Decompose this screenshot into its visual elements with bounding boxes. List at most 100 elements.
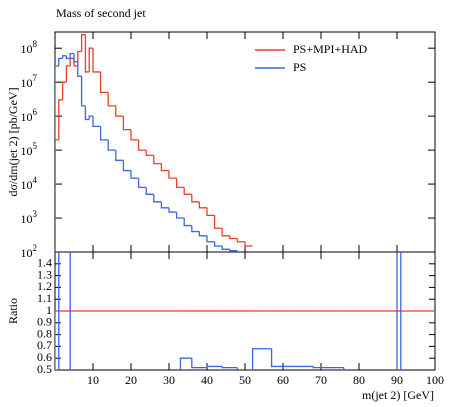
histogram-step [69, 252, 71, 370]
histogram-step [115, 105, 124, 117]
histogram-step [191, 225, 200, 233]
histogram-step [80, 76, 86, 107]
histogram-step [58, 252, 60, 370]
histogram-step [168, 207, 177, 213]
histogram-step [191, 358, 207, 369]
histogram-step [92, 116, 101, 128]
x-tick-label: 60 [277, 373, 289, 387]
ratio-y-tick-label: 0.5 [37, 362, 52, 376]
ratio-y-tick-label: 1.2 [37, 279, 52, 293]
histogram-step [175, 178, 185, 189]
x-tick-label: 70 [315, 373, 327, 387]
y-tick-exp: 6 [33, 107, 38, 117]
histogram-step [213, 241, 223, 247]
histogram-step [55, 65, 59, 252]
ratio-y-tick-label: 0.8 [37, 326, 52, 340]
chart-title: Mass of second jet [56, 6, 146, 20]
y-tick-label: 108 [21, 39, 38, 56]
histogram-step [221, 366, 238, 369]
y-tick-label: 107 [21, 73, 38, 90]
histogram-step [179, 357, 192, 370]
histogram-step [236, 238, 245, 243]
histogram-step [396, 252, 398, 370]
histogram-step [55, 394, 59, 407]
histogram-step [221, 228, 230, 237]
histogram-step [206, 207, 215, 216]
y-tick-exp: 2 [33, 243, 38, 253]
ratio-y-tick-label: 1.1 [37, 291, 52, 305]
y-tick-label: 105 [21, 141, 38, 158]
ratio-y-tick-label: 1.3 [37, 267, 52, 281]
histogram-step [130, 129, 139, 141]
y-tick-base: 10 [21, 76, 33, 90]
histogram-step [130, 170, 139, 179]
histogram-step [84, 105, 90, 121]
x-tick-label: 40 [201, 373, 213, 387]
histogram-step [229, 249, 238, 252]
series-group [55, 252, 435, 407]
histogram-step [99, 126, 109, 141]
histogram-step [198, 231, 207, 237]
x-tick-label: 10 [87, 373, 99, 387]
y-tick-exp: 5 [33, 141, 38, 151]
y-tick-label: 103 [21, 209, 38, 226]
histogram-step [191, 194, 200, 203]
histogram-step [160, 163, 169, 172]
histogram-step [99, 71, 109, 94]
histogram-step [65, 65, 71, 83]
histogram-step [244, 241, 253, 247]
x-tick-label: 90 [391, 373, 403, 387]
histogram-step [145, 150, 154, 157]
legend-label: PS [293, 60, 306, 74]
histogram-step [88, 47, 93, 72]
y-tick-base: 10 [21, 110, 33, 124]
histogram-step [160, 201, 169, 209]
histogram-step [92, 48, 101, 73]
histogram-step [206, 235, 215, 243]
histogram-step [65, 55, 71, 60]
histogram-step [312, 366, 344, 369]
ratio-y-tick-label: 0.9 [37, 315, 52, 329]
histogram-step [107, 139, 116, 151]
histogram-step [183, 218, 192, 227]
histogram-step [122, 160, 131, 172]
histogram-step [198, 201, 207, 209]
histogram-step [115, 150, 124, 161]
histogram-step [137, 139, 147, 151]
y-tick-base: 10 [21, 42, 33, 56]
x-tick-label: 30 [163, 373, 175, 387]
x-tick-label: 100 [426, 373, 444, 387]
histogram-step [58, 57, 63, 66]
ratio-y-tick-label: 1 [46, 303, 52, 317]
ratio-y-tick-label: 0.7 [37, 338, 52, 352]
x-tick-label: 80 [353, 373, 365, 387]
histogram-step [137, 178, 147, 189]
series-group [55, 34, 253, 252]
y-tick-exp: 8 [33, 39, 38, 49]
histogram-step [61, 81, 67, 100]
histogram-step [69, 52, 74, 59]
y-tick-label: 102 [21, 243, 38, 260]
y-tick-exp: 4 [33, 175, 38, 185]
ratio-y-tick-label: 1.4 [37, 256, 52, 270]
histogram-step [145, 187, 154, 195]
histogram-step [183, 187, 192, 195]
y-tick-exp: 3 [33, 209, 38, 219]
histogram-step [168, 170, 177, 179]
histogram-step [213, 215, 223, 229]
histogram-step [77, 61, 82, 77]
x-tick-label: 50 [239, 373, 251, 387]
histogram-step [251, 348, 272, 370]
histogram-step [73, 53, 78, 63]
histogram-step [61, 55, 67, 59]
histogram-step [88, 115, 93, 120]
histogram-step [206, 365, 223, 368]
histogram-step [153, 155, 162, 165]
ratio-y-tick-label: 0.6 [37, 350, 52, 364]
histogram-step [107, 92, 116, 107]
y-tick-label: 106 [21, 107, 38, 124]
histogram-step [122, 116, 131, 131]
histogram-step [175, 212, 185, 219]
histogram-step [221, 246, 230, 250]
